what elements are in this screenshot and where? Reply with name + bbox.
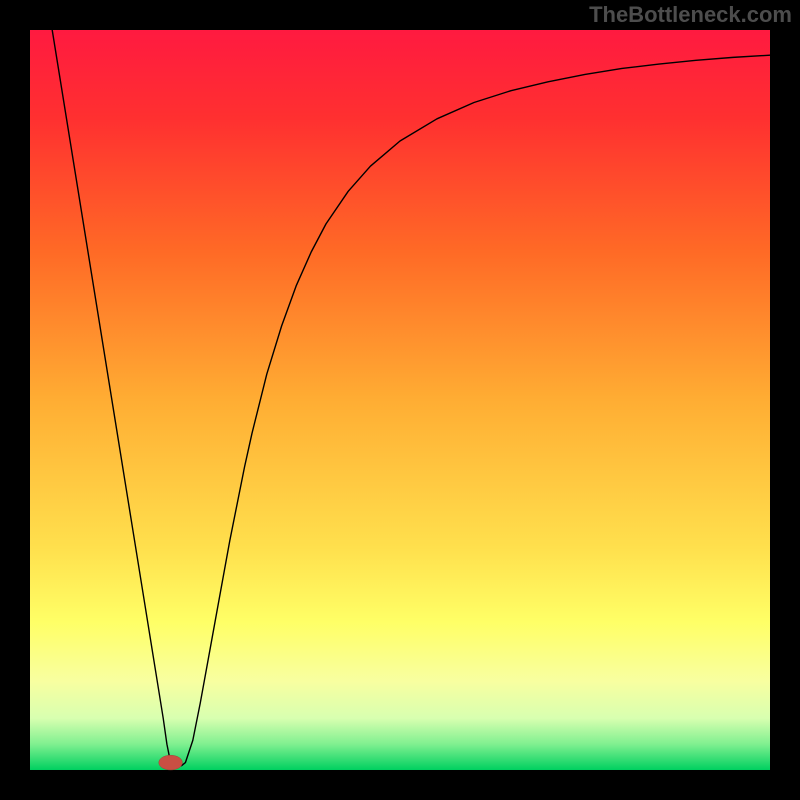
minimum-marker [159,755,183,770]
watermark-text: TheBottleneck.com [589,2,792,28]
chart-stage: TheBottleneck.com [0,0,800,800]
bottleneck-chart [0,0,800,800]
